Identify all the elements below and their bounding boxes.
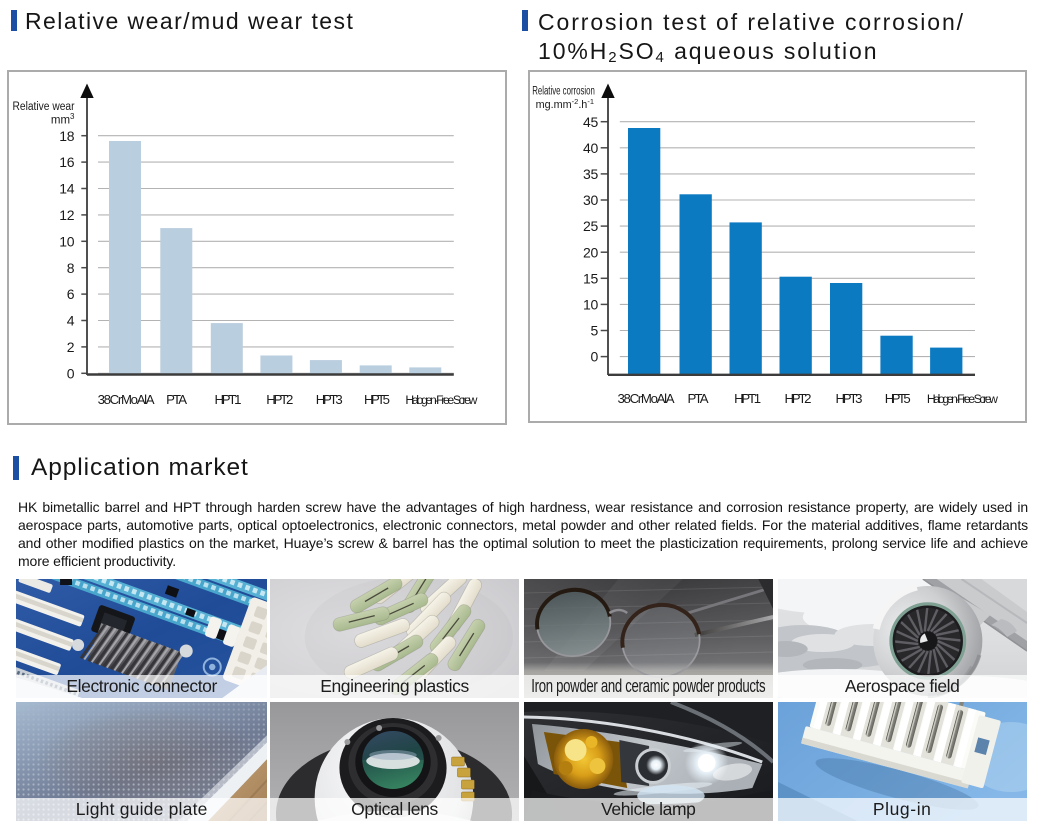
svg-text:PTA: PTA [166, 392, 187, 407]
svg-text:0: 0 [67, 365, 75, 381]
svg-text:HPT5: HPT5 [364, 392, 390, 407]
svg-text:8: 8 [67, 260, 75, 276]
svg-text:10: 10 [583, 297, 598, 313]
svg-text:HPT1: HPT1 [734, 391, 761, 406]
svg-text:38CrMoAlA: 38CrMoAlA [98, 392, 155, 407]
svg-text:HPT2: HPT2 [785, 391, 812, 406]
svg-text:Halogen-Free Screw: Halogen-Free Screw [927, 392, 998, 406]
svg-text:40: 40 [583, 140, 598, 156]
svg-text:HPT1: HPT1 [215, 392, 242, 407]
svg-text:35: 35 [583, 166, 598, 182]
svg-text:20: 20 [583, 244, 598, 260]
svg-text:38CrMoAlA: 38CrMoAlA [618, 391, 675, 406]
svg-text:45: 45 [583, 114, 598, 130]
svg-text:Halogen-Free Screw: Halogen-Free Screw [405, 393, 477, 407]
svg-text:HPT5: HPT5 [885, 391, 911, 406]
svg-text:mm3: mm3 [51, 112, 75, 127]
svg-text:15: 15 [583, 270, 598, 286]
svg-text:14: 14 [59, 181, 74, 197]
svg-text:HPT3: HPT3 [316, 392, 343, 407]
svg-text:16: 16 [59, 154, 74, 170]
svg-text:4: 4 [67, 313, 75, 329]
svg-text:0: 0 [591, 349, 599, 365]
svg-text:mg.mm-2.h-1: mg.mm-2.h-1 [536, 97, 594, 111]
svg-text:5: 5 [591, 323, 599, 339]
svg-text:12: 12 [59, 207, 74, 223]
svg-text:10: 10 [59, 233, 74, 249]
svg-text:PTA: PTA [688, 391, 709, 406]
svg-text:25: 25 [583, 218, 598, 234]
svg-text:18: 18 [59, 128, 74, 144]
svg-text:30: 30 [583, 192, 598, 208]
svg-text:Relative corrosion: Relative corrosion [532, 85, 595, 97]
svg-text:HPT2: HPT2 [266, 392, 293, 407]
svg-text:Relative wear: Relative wear [13, 101, 75, 113]
svg-text:6: 6 [67, 286, 75, 302]
svg-text:HPT3: HPT3 [836, 391, 863, 406]
svg-text:2: 2 [67, 339, 75, 355]
